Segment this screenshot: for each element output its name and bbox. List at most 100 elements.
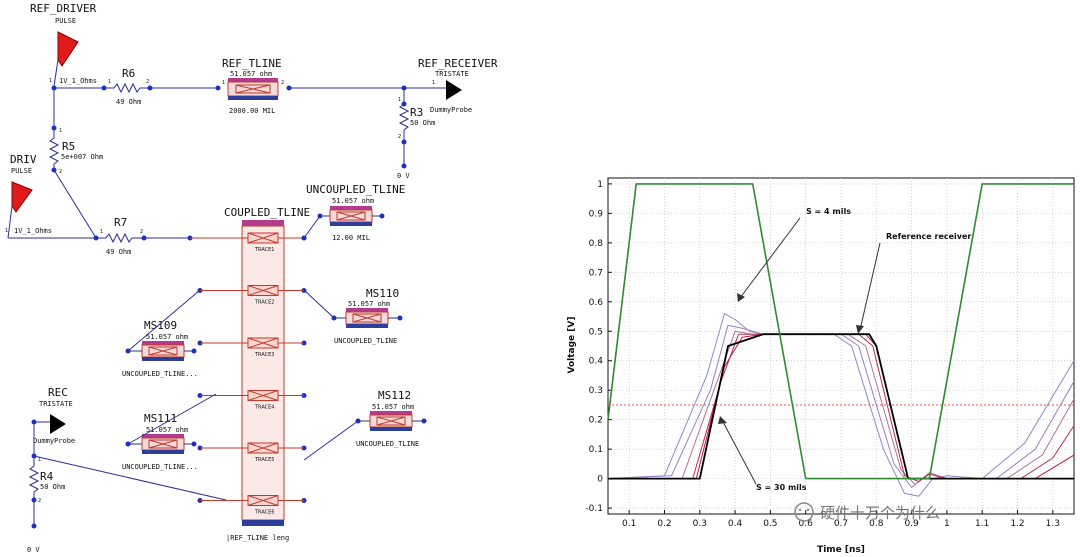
ref-driver-name: REF_DRIVER (30, 2, 97, 15)
ms109: MS109 51.057 ohm UNCOUPLED_TLINE... (122, 319, 198, 378)
annotation-ref-arrow (859, 242, 881, 331)
x-tick-label: 0.9 (904, 519, 919, 529)
receiver-name: REC (48, 386, 68, 399)
series-lines (607, 183, 1075, 497)
ms111-impedance: 51.057 ohm (146, 426, 188, 434)
series-s-4-mils (607, 313, 1075, 497)
trace-label: TRACE6 (254, 510, 275, 516)
ms109-footer: UNCOUPLED_TLINE... (122, 370, 198, 378)
ref-receiver-type: TRISTATE (435, 70, 469, 78)
receiver-triangle-icon (446, 80, 462, 100)
x-tick-label: 0.7 (834, 519, 848, 529)
ref-tline-length: 2000.00 MIL (229, 107, 275, 115)
x-tick-label: 0.1 (622, 519, 636, 529)
r3-pin2: 2 (398, 134, 401, 140)
x-tick-label: 1.1 (975, 519, 989, 529)
y-tick-label: 0.9 (589, 209, 604, 219)
coupled-traces: TRACE1 TRACE2 TRACE3 TRACE4 TRACE5 TRACE6 (197, 232, 307, 516)
y-tick-label: 0.6 (589, 298, 604, 308)
trace-label: TRACE4 (254, 405, 275, 411)
ground-label-1: 0 V (397, 172, 410, 180)
x-tick-label: 1.2 (1010, 519, 1024, 529)
r6-value: 49 Ohm (116, 98, 141, 106)
ms110-footer: UNCOUPLED_TLINE (334, 337, 397, 345)
ref-tline-impedance: 51.057 ohm (230, 70, 272, 78)
r3-value: 50 Ohm (410, 119, 435, 127)
ref-tline: REF_TLINE 51.057 ohm 1 2 2000.00 MIL (222, 57, 284, 115)
uncoupled-tline-impedance: 51.057 ohm (332, 197, 374, 205)
y-tick-label: 0.4 (589, 357, 604, 367)
r5-value: 5e+007 Ohm (61, 153, 103, 161)
r3-name: R3 (410, 106, 423, 119)
y-tick-label: 1 (597, 180, 603, 190)
y-tick-label: 0 (597, 475, 603, 485)
ms111: MS111 51.057 ohm UNCOUPLED_TLINE... (122, 412, 198, 471)
x-tick-label: 1 (944, 519, 950, 529)
ref-tline-pin2: 2 (281, 80, 284, 86)
annotation-s4: S = 4 mils (806, 207, 851, 216)
ref-driver-source-icon (57, 31, 79, 67)
r7-pin1: 1 (100, 229, 103, 235)
r6-pin1: 1 (108, 79, 111, 85)
receiver-type: TRISTATE (39, 400, 73, 408)
x-tick-label: 0.2 (657, 519, 671, 529)
r5-pin2: 2 (59, 169, 62, 175)
ref-receiver: REF_RECEIVER TRISTATE 1 DummyProbe (404, 57, 498, 114)
x-tick-label: 0.6 (799, 519, 814, 529)
resistor-r7: R7 1 2 49 Ohm (96, 216, 144, 256)
ref-receiver-pin: 1 (432, 80, 435, 86)
trace-label: TRACE2 (254, 300, 275, 306)
resistor-r5: 1 R5 5e+007 Ohm 2 (48, 125, 103, 175)
watermark-text: 硬件十万个为什么 (820, 504, 940, 522)
r6-name: R6 (122, 67, 135, 80)
r5-name: R5 (62, 140, 75, 153)
ref-driver: REF_DRIVER PULSE 1 1V_1_Ohms (30, 2, 97, 87)
y-tick-label: 0.2 (589, 416, 603, 426)
wechat-icon (794, 502, 814, 522)
series-driver-pulse (607, 183, 1074, 480)
annotation-s30-arrow (721, 419, 757, 485)
ground-label-2: 0 V (27, 546, 40, 554)
r7-name: R7 (114, 216, 127, 229)
coupled-tline: COUPLED_TLINE |REF_TLINE leng (224, 206, 310, 542)
r4-pin1: 1 (38, 457, 41, 463)
driver-name: DRIV (10, 153, 37, 166)
r5-pin1: 1 (59, 128, 62, 134)
r3-pin1: 1 (398, 97, 401, 103)
ms111-footer: UNCOUPLED_TLINE... (122, 463, 198, 471)
ref-tline-name: REF_TLINE (222, 57, 282, 70)
annotation-ref: Reference receiver (886, 232, 971, 241)
annotation-s30: S = 30 mils (756, 483, 807, 492)
trace-6: TRACE6 (197, 495, 307, 516)
arrow-head-icon (856, 325, 864, 334)
driver: DRIV PULSE 1 1V_1_Ohms (5, 153, 52, 239)
r4-name: R4 (40, 470, 54, 483)
ref-driver-r: 1V_1_Ohms (59, 77, 97, 85)
driver-pin: 1 (5, 228, 8, 234)
receiver: REC TRISTATE DummyProbe (33, 386, 75, 445)
ms112: MS112 51.057 ohm UNCOUPLED_TLINE (356, 389, 419, 448)
coupled-tline-footer: |REF_TLINE leng (226, 534, 289, 542)
arrow-head-icon (737, 293, 745, 302)
y-tick-label: -0.1 (585, 504, 603, 514)
r4-pin2: 2 (38, 498, 41, 504)
driver-source-icon (11, 181, 33, 213)
trace-2: TRACE2 (197, 285, 307, 306)
trace-label: TRACE5 (254, 457, 275, 463)
series-reference-receiver (608, 333, 1074, 480)
coupled-tline-name: COUPLED_TLINE (224, 206, 310, 219)
ms112-footer: UNCOUPLED_TLINE (356, 440, 419, 448)
y-tick-label: 0.5 (589, 327, 603, 337)
resistor-r4: 1 R4 50 Ohm 2 (28, 456, 65, 504)
driver-r: 1V_1_Ohms (14, 227, 52, 235)
ms110-name: MS110 (366, 287, 399, 300)
y-axis-ticks: 1 0.9 0.8 0.7 0.6 0.5 0.4 0.3 0.2 0.1 0 -0.1 (585, 180, 612, 514)
r7-pin2: 2 (140, 229, 143, 235)
y-tick-label: 0.8 (589, 239, 604, 249)
ms112-name: MS112 (378, 389, 411, 402)
ref-tline-pin1: 1 (222, 80, 225, 86)
ref-driver-type: PULSE (55, 17, 76, 25)
x-tick-label: 0.5 (763, 519, 777, 529)
ref-receiver-probe: DummyProbe (430, 106, 472, 114)
